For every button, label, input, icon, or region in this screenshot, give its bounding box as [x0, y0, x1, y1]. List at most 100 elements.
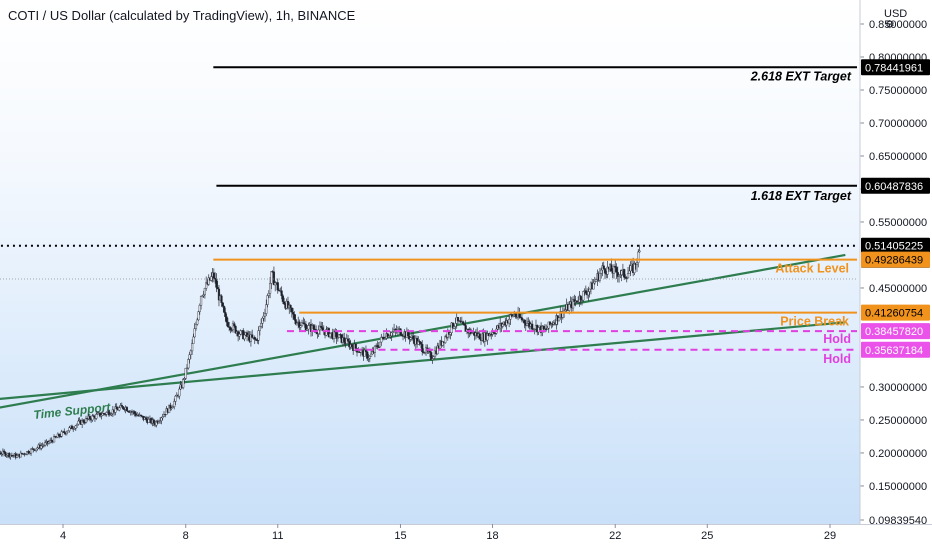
candle-body [307, 325, 310, 330]
candle-body [161, 416, 164, 419]
candle-body [169, 404, 172, 409]
candle-body [525, 323, 529, 326]
y-tick-label: 0.25000000 [869, 415, 927, 427]
candle-body [523, 319, 526, 324]
x-tick-label: 18 [486, 530, 498, 542]
candle-body [478, 333, 481, 340]
candle-body [615, 267, 618, 273]
candle-body [638, 250, 641, 253]
candle-body [77, 420, 80, 425]
candle-body [110, 413, 113, 415]
candle-body [162, 414, 166, 417]
candle-body [584, 290, 587, 294]
candle-body [58, 433, 61, 437]
price-tag[interactable] [861, 177, 930, 194]
candle-body [633, 262, 636, 273]
candle-body [614, 265, 617, 268]
time-axis[interactable] [0, 524, 932, 551]
candle-body [635, 262, 639, 265]
candle-body [280, 290, 283, 296]
candle-body [237, 331, 240, 337]
gear-icon[interactable]: ⚙ [885, 19, 895, 31]
candle-body [225, 316, 228, 323]
plot-area[interactable] [0, 0, 860, 524]
candle-body [65, 431, 68, 434]
candle-body [239, 330, 242, 335]
price-tag[interactable] [861, 251, 930, 268]
candle-body [603, 268, 607, 274]
candle-body [32, 448, 35, 450]
candle-body [98, 412, 102, 417]
candle-body [73, 428, 76, 430]
candle-body [400, 334, 403, 336]
candle-body [350, 344, 354, 348]
candle-body [373, 345, 377, 353]
candle-body [207, 277, 210, 285]
candle-body [317, 329, 320, 335]
price-tag[interactable] [861, 59, 930, 76]
price-tag-value: 0.60487836 [865, 181, 923, 193]
candle-body [82, 420, 85, 423]
candle-body [212, 272, 215, 279]
candle-body [588, 288, 591, 292]
candle-body [348, 340, 351, 348]
price-tag-value: 0.35637184 [865, 345, 923, 357]
candle-body [628, 270, 631, 274]
candle-body [182, 379, 185, 388]
candle-body [220, 295, 223, 303]
candle-body [168, 404, 171, 413]
candle-body [54, 436, 57, 438]
candle-body [417, 340, 420, 345]
candle-body [133, 411, 136, 414]
candle-body [157, 421, 160, 424]
candle-body [616, 272, 619, 277]
candle-body [369, 353, 373, 357]
candle-body [245, 332, 249, 337]
x-tick-label: 4 [60, 530, 66, 542]
candle-body [364, 349, 368, 353]
candle-body [226, 321, 230, 327]
candle-body [453, 326, 456, 329]
candle-body [228, 326, 231, 328]
candle-body [107, 411, 111, 416]
candle-body [152, 419, 155, 424]
candle-body [389, 335, 392, 337]
candle-body [598, 273, 601, 281]
candle-body [464, 325, 467, 332]
candle-body [35, 448, 38, 451]
price-tag[interactable] [861, 304, 930, 321]
level-label: Hold [823, 352, 851, 366]
candle-body [391, 331, 394, 333]
candle-body [254, 339, 258, 341]
candle-body [24, 453, 28, 456]
candle-body [376, 345, 379, 348]
trend-line[interactable] [0, 321, 846, 401]
candle-body [302, 322, 305, 324]
candle-body [257, 330, 260, 341]
candle-body [261, 317, 264, 324]
candle-body [50, 439, 53, 442]
candle-body [519, 316, 522, 319]
price-tag[interactable] [861, 323, 930, 340]
candle-body [266, 295, 269, 305]
candle-body [300, 322, 304, 326]
candle-body [83, 422, 86, 424]
candle-body [4, 452, 7, 457]
candle-body [454, 323, 457, 327]
candle-body [367, 358, 370, 360]
candle-body [327, 328, 330, 338]
candle-body [619, 274, 622, 276]
candle-body [60, 431, 63, 437]
candle-body [432, 356, 435, 359]
candle-body [283, 301, 286, 305]
candle-body [276, 282, 279, 291]
price-tag[interactable] [861, 341, 930, 358]
candle-body [620, 270, 623, 275]
candle-body [321, 327, 324, 331]
candle-body [3, 450, 6, 453]
candle-body [594, 279, 598, 282]
candle-body [587, 291, 590, 296]
candle-body [258, 325, 261, 331]
candle-body [625, 277, 628, 279]
